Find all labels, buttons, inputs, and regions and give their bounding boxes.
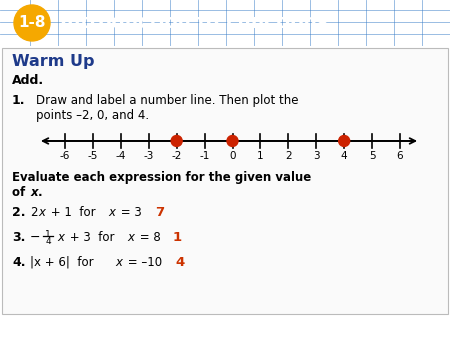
- Text: Draw and label a number line. Then plot the: Draw and label a number line. Then plot …: [36, 94, 298, 107]
- Text: -2: -2: [171, 151, 182, 161]
- Text: 3.: 3.: [12, 231, 25, 244]
- Text: −: −: [30, 231, 40, 244]
- FancyBboxPatch shape: [2, 48, 448, 314]
- Text: 1.: 1.: [12, 94, 26, 107]
- Text: 4: 4: [175, 256, 184, 269]
- Text: x: x: [115, 256, 122, 269]
- Text: Evaluate each expression for the given value: Evaluate each expression for the given v…: [12, 171, 311, 184]
- Text: 2.: 2.: [12, 206, 26, 219]
- Text: Add.: Add.: [12, 74, 44, 87]
- Text: 2: 2: [285, 151, 292, 161]
- Circle shape: [339, 136, 350, 146]
- Text: Holt Algebra 1: Holt Algebra 1: [8, 322, 81, 332]
- Text: 1: 1: [257, 151, 264, 161]
- Text: + 3  for: + 3 for: [66, 231, 118, 244]
- Text: 1: 1: [173, 231, 182, 244]
- Text: 5: 5: [369, 151, 375, 161]
- Text: Introduction to Functions: Introduction to Functions: [60, 14, 328, 32]
- Circle shape: [171, 136, 182, 146]
- Text: + 1  for: + 1 for: [47, 206, 99, 219]
- Text: -1: -1: [199, 151, 210, 161]
- Circle shape: [227, 136, 238, 146]
- Text: x: x: [30, 186, 38, 199]
- Text: 0: 0: [229, 151, 236, 161]
- Text: x: x: [108, 206, 115, 219]
- Text: points –2, 0, and 4.: points –2, 0, and 4.: [36, 109, 149, 122]
- Text: x: x: [57, 231, 64, 244]
- Text: 4: 4: [45, 237, 51, 246]
- Text: -4: -4: [116, 151, 126, 161]
- Text: 6: 6: [397, 151, 403, 161]
- Text: 4.: 4.: [12, 256, 26, 269]
- Text: Warm Up: Warm Up: [12, 54, 94, 69]
- Text: 1-8: 1-8: [18, 16, 46, 30]
- Text: of: of: [12, 186, 29, 199]
- Text: -3: -3: [144, 151, 154, 161]
- Text: .: .: [38, 186, 43, 199]
- Text: |x + 6|  for: |x + 6| for: [30, 256, 97, 269]
- Text: 7: 7: [155, 206, 164, 219]
- Text: -5: -5: [88, 151, 98, 161]
- Text: = 8: = 8: [136, 231, 161, 244]
- Text: = 3: = 3: [117, 206, 142, 219]
- Text: Copyright © by Holt, Rinehart and Winston. All Rights Reserved.: Copyright © by Holt, Rinehart and Winsto…: [217, 324, 442, 330]
- Text: 4: 4: [341, 151, 347, 161]
- Text: x: x: [38, 206, 45, 219]
- Text: -6: -6: [60, 151, 70, 161]
- Circle shape: [14, 5, 50, 41]
- Text: = –10: = –10: [124, 256, 162, 269]
- Text: 2: 2: [30, 206, 37, 219]
- Text: 1: 1: [45, 230, 51, 239]
- Text: x: x: [127, 231, 134, 244]
- Text: 3: 3: [313, 151, 320, 161]
